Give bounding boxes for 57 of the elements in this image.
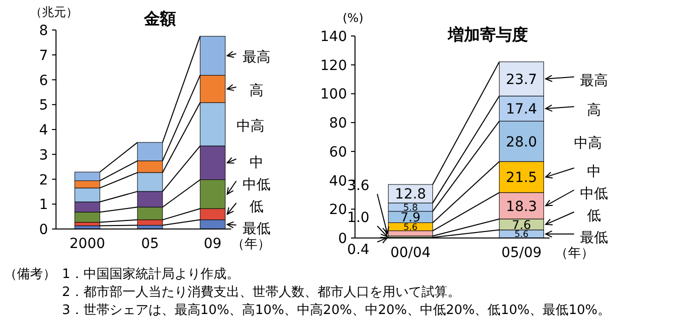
data-label: 7.6 [512, 218, 532, 232]
legend-label: 最低 [242, 221, 270, 237]
y-axis-title: （兆元） [30, 5, 78, 19]
text: 中高 [574, 135, 602, 152]
y-tick-label: 0 [338, 231, 347, 247]
x-tick-label: 09 [204, 236, 222, 252]
chart-title: 増加寄与度 [447, 25, 528, 44]
x-tick-label: 05 [141, 236, 159, 252]
legend-label: 中低 [580, 186, 608, 202]
x-axis-title: （年） [554, 246, 594, 261]
data-label: 5.6 [403, 222, 418, 233]
legend-label: 中 [587, 164, 602, 180]
legend-label: 低 [249, 199, 264, 215]
series-label: 中高 [236, 118, 264, 134]
legend-label: 中 [249, 155, 264, 171]
y-tick-label: 1 [39, 197, 48, 214]
legend-label: 最高 [242, 50, 270, 66]
y-tick-label: 140 [320, 29, 347, 45]
data-label: 23.7 [506, 72, 538, 88]
y-tick-label: 120 [320, 58, 347, 74]
text: （備考） [4, 267, 56, 282]
y-tick-label: 3 [39, 147, 48, 164]
y-tick-label: 7 [39, 48, 48, 64]
data-label: 5.6 [514, 230, 529, 240]
x-axis-title: （年） [231, 237, 270, 252]
legend-label: 高 [249, 82, 264, 99]
y-tick-label: 20 [329, 202, 347, 218]
data-label: 0.4 [347, 242, 370, 258]
legend-label: 最高 [580, 72, 608, 89]
legend-label: 低 [587, 208, 602, 224]
y-tick-label: 40 [329, 173, 347, 190]
y-tick-label: 2 [39, 172, 48, 188]
x-tick-label: 2000 [70, 236, 106, 252]
y-tick-label: 5 [39, 98, 48, 114]
text: 3．世帯シェアは、最高10%、高10%、中高20%、中20%、中低20%、低10%、最低10%。 [62, 302, 611, 318]
legend-label: 中低 [242, 177, 270, 193]
chart-title: 金額 [143, 9, 176, 28]
y-axis-title: (%) [342, 11, 364, 25]
y-tick-label: 6 [39, 72, 48, 89]
data-label: 5.8 [403, 202, 418, 214]
y-tick-label: 80 [329, 116, 347, 132]
data-label: 18.3 [506, 198, 538, 215]
y-tick-label: 60 [329, 144, 347, 160]
data-label: 12.8 [394, 186, 426, 203]
data-label: 21.5 [506, 170, 538, 186]
legend-label: 高 [587, 102, 602, 119]
text: 2．都市部一人当たり消費支出、世帯人数、都市人口を用いて試算。 [62, 285, 460, 300]
y-tick-label: 0 [39, 222, 48, 238]
data-label: 28.0 [506, 134, 538, 150]
x-tick-label: 00/04 [390, 245, 431, 261]
y-tick-label: 8 [39, 23, 48, 39]
data-label: 17.4 [506, 102, 538, 118]
x-tick-label: 05/09 [501, 245, 542, 261]
text: 1．中国国家統計局より作成。 [62, 266, 240, 282]
y-tick-label: 4 [39, 122, 48, 138]
y-tick-label: 100 [320, 86, 347, 103]
legend-label: 最低 [580, 230, 608, 246]
